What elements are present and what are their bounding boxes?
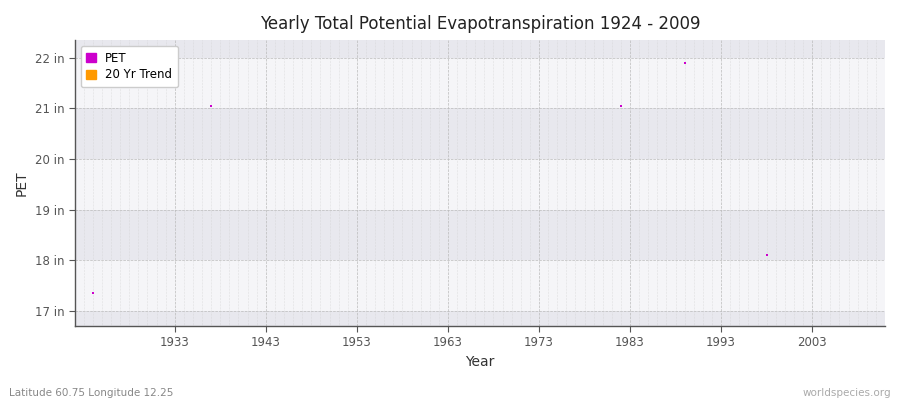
Bar	[75, 159, 885, 210]
Bar	[75, 260, 885, 311]
Bar	[75, 40, 885, 58]
Text: worldspecies.org: worldspecies.org	[803, 388, 891, 398]
Point	[86, 290, 100, 296]
Bar	[75, 108, 885, 159]
X-axis label: Year: Year	[465, 355, 494, 369]
Point	[678, 60, 692, 66]
Bar	[75, 311, 885, 326]
Point	[204, 103, 219, 109]
Point	[614, 103, 628, 109]
Y-axis label: PET: PET	[15, 170, 29, 196]
Text: Latitude 60.75 Longitude 12.25: Latitude 60.75 Longitude 12.25	[9, 388, 174, 398]
Bar	[75, 58, 885, 108]
Point	[760, 252, 774, 258]
Title: Yearly Total Potential Evapotranspiration 1924 - 2009: Yearly Total Potential Evapotranspiratio…	[259, 15, 700, 33]
Legend: PET, 20 Yr Trend: PET, 20 Yr Trend	[80, 46, 178, 87]
Bar	[75, 210, 885, 260]
